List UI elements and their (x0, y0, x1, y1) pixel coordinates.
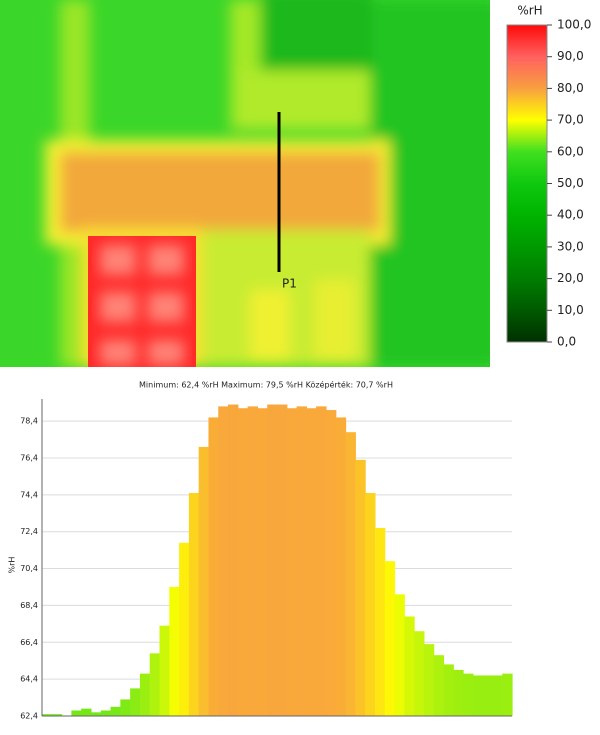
legend-tick-label: 40,0 (557, 208, 584, 222)
profile-bar (433, 655, 445, 716)
humidity-image (0, 0, 490, 367)
profile-bar (365, 492, 376, 716)
legend-title: %rH (517, 4, 542, 18)
legend-tick-label: 20,0 (557, 271, 584, 285)
profile-bar (139, 673, 151, 716)
profile-bar (443, 664, 454, 716)
legend-tick-label: 0,0 (557, 335, 576, 349)
profile-bar (149, 653, 161, 716)
legend-tick-label: 10,0 (557, 303, 584, 317)
profile-bar (394, 594, 405, 716)
y-tick-label: 76,4 (20, 453, 38, 462)
profile-bar (404, 616, 415, 716)
profile-label: P1 (282, 277, 297, 291)
y-tick-label: 70,4 (20, 564, 38, 573)
profile-bar (355, 459, 366, 716)
profile-bar (296, 406, 307, 716)
profile-bar (42, 714, 53, 716)
profile-bar (316, 406, 327, 716)
profile-bar (502, 673, 513, 716)
profile-bar (423, 644, 435, 716)
legend-tick-label: 80,0 (557, 81, 584, 95)
y-tick-label: 68,4 (20, 601, 38, 610)
stats-text: Minimum: 62,4 %rH Maximum: 79,5 %rH Közé… (139, 380, 393, 390)
legend-tick-label: 100,0 (557, 18, 591, 32)
profile-bar (198, 446, 210, 716)
profile-bar (247, 406, 259, 716)
profile-bar (100, 710, 112, 716)
profile-bar (325, 410, 337, 716)
y-tick-label: 72,4 (20, 527, 38, 536)
profile-bar (345, 432, 356, 716)
profile-bar (277, 404, 288, 716)
profile-bar (130, 688, 141, 716)
profile-bar (286, 408, 298, 716)
profile-bar (120, 699, 131, 716)
y-tick-label: 64,4 (20, 675, 38, 684)
profile-bar (71, 710, 82, 716)
profile-bar (179, 542, 190, 716)
profile-bar (188, 492, 200, 716)
profile-bar (463, 673, 474, 716)
y-tick-label: 62,4 (20, 712, 38, 721)
profile-bar (237, 408, 249, 716)
legend-tick-label: 60,0 (557, 144, 584, 158)
profile-bar (51, 714, 63, 716)
profile-bar (492, 675, 503, 716)
profile-bar (453, 669, 464, 716)
profile-bar (228, 404, 239, 716)
y-tick-label: 78,4 (20, 417, 38, 426)
profile-bar (414, 631, 425, 716)
profile-bar (81, 708, 92, 716)
profile-bar (384, 561, 396, 716)
colorbar (506, 24, 548, 343)
legend-tick-label: 50,0 (557, 176, 584, 190)
profile-bar (374, 528, 386, 716)
legend-tick-label: 70,0 (557, 113, 584, 127)
profile-bar (482, 675, 494, 716)
profile-bar (159, 625, 170, 716)
profile-bar (90, 712, 102, 716)
profile-bar (267, 404, 278, 716)
y-tick-label: 66,4 (20, 638, 38, 647)
profile-bar (218, 406, 229, 716)
profile-bar (257, 408, 268, 716)
legend-tick-label: 90,0 (557, 49, 584, 63)
profile-bar (306, 408, 317, 716)
y-tick-label: 74,4 (20, 490, 38, 499)
profile-bar (110, 706, 121, 716)
profile-bar (472, 675, 484, 716)
profile-bar (208, 417, 219, 716)
y-axis-label: %rH (8, 557, 17, 574)
profile-bar (169, 586, 180, 716)
legend-tick-label: 30,0 (557, 239, 584, 253)
profile-bar (335, 417, 347, 716)
